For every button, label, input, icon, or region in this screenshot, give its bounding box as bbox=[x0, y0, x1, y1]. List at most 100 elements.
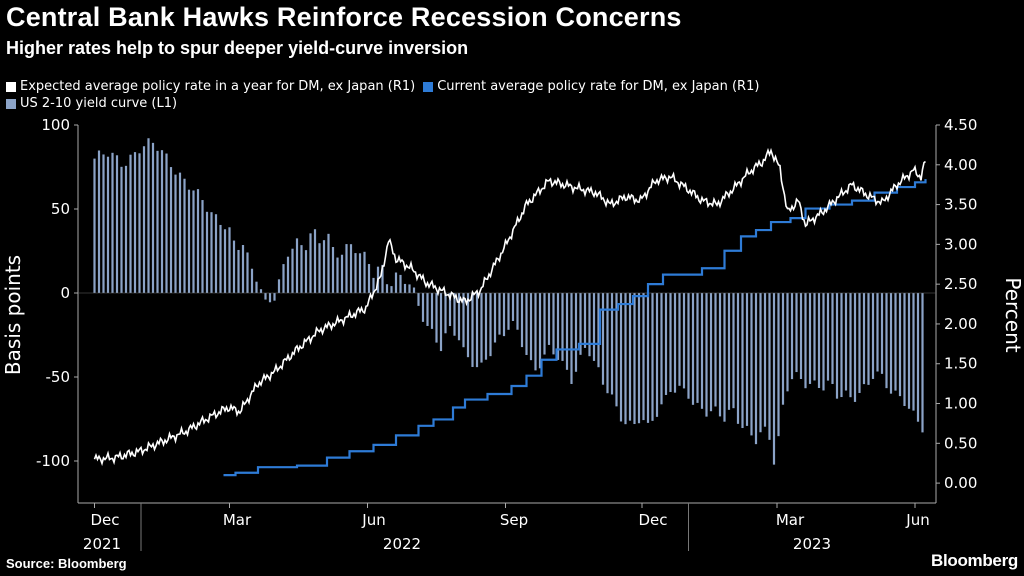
yield-curve-bar bbox=[889, 293, 893, 394]
legend-label-current: Current average policy rate for DM, ex J… bbox=[437, 79, 760, 94]
yield-curve-bar bbox=[903, 293, 906, 407]
yield-curve-bar bbox=[655, 293, 659, 417]
yield-curve-bar bbox=[673, 293, 677, 393]
yield-curve-bar bbox=[592, 293, 596, 361]
yield-curve-bar bbox=[520, 293, 524, 348]
yield-curve-bar bbox=[336, 257, 339, 293]
yield-curve-bar bbox=[862, 293, 866, 385]
yield-curve-bar bbox=[516, 293, 519, 330]
yield-curve-bar bbox=[772, 293, 776, 465]
yield-curve-bar bbox=[511, 293, 515, 321]
yield-curve-bar bbox=[835, 293, 839, 399]
yield-curve-bar bbox=[759, 293, 762, 433]
x-tick-label: Jun bbox=[905, 511, 929, 529]
source-note: Source: Bloomberg bbox=[6, 556, 127, 571]
right-tick-label: 3.50 bbox=[944, 196, 977, 214]
yield-curve-bar bbox=[133, 152, 137, 293]
yield-curve-bar bbox=[178, 172, 182, 293]
yield-curve-bar bbox=[304, 250, 308, 293]
left-tick-label: 100 bbox=[41, 116, 70, 134]
yield-curve-bar bbox=[264, 293, 267, 300]
yield-curve-bar bbox=[223, 229, 227, 293]
yield-curve-bar bbox=[547, 293, 551, 345]
yield-curve-bar bbox=[714, 293, 717, 407]
yield-curve-bar bbox=[151, 142, 155, 293]
right-tick-label: 2.50 bbox=[944, 275, 977, 293]
yield-curve-bar bbox=[286, 256, 290, 293]
yield-curve-bar bbox=[354, 253, 357, 293]
yield-curve-bar bbox=[601, 293, 605, 385]
yield-curve-bar bbox=[439, 293, 443, 352]
yield-curve-bar bbox=[840, 293, 843, 398]
x-year-label: 2023 bbox=[793, 535, 831, 553]
yield-curve-bar bbox=[912, 293, 915, 411]
yield-curve-bar bbox=[565, 293, 569, 370]
yield-curve-bar bbox=[142, 146, 146, 293]
yield-curve-bar bbox=[907, 293, 911, 409]
yield-curve-bar bbox=[430, 293, 434, 329]
current-rate-line bbox=[223, 179, 927, 477]
yield-curve-bar bbox=[790, 293, 794, 380]
yield-curve-bar bbox=[255, 281, 258, 293]
yield-curve-bar bbox=[457, 293, 461, 341]
yield-curve-bar bbox=[534, 293, 537, 371]
yield-curve-bar bbox=[174, 174, 177, 293]
yield-curve-bar bbox=[246, 252, 249, 293]
yield-curve-bar bbox=[637, 293, 641, 424]
yield-curve-bar bbox=[349, 244, 353, 293]
yield-curve-bar bbox=[268, 293, 272, 303]
yield-curve-bar bbox=[102, 154, 105, 293]
yield-curve-bar bbox=[183, 178, 186, 293]
yield-curve-bar bbox=[484, 293, 488, 360]
x-year-label: 2022 bbox=[383, 535, 421, 553]
yield-curve-bar bbox=[822, 293, 825, 391]
legend-label-yield-curve: US 2-10 yield curve (L1) bbox=[20, 96, 178, 111]
yield-curve-bar bbox=[723, 293, 726, 422]
yield-curve-bar bbox=[363, 251, 366, 293]
yield-curve-bar bbox=[831, 293, 834, 384]
yield-curve-bar bbox=[232, 240, 236, 293]
yield-curve-bar bbox=[412, 287, 416, 293]
yield-curve-bar bbox=[556, 293, 560, 360]
right-tick-label: 0.00 bbox=[944, 474, 977, 492]
x-tick-label: Dec bbox=[90, 511, 119, 529]
left-tick-label: 0 bbox=[60, 284, 70, 302]
yield-curve-bar bbox=[651, 293, 654, 421]
yield-curve-bar bbox=[525, 293, 528, 356]
yield-curve-bar bbox=[214, 214, 218, 293]
yield-curve-bar bbox=[691, 293, 695, 405]
yield-curve-bar bbox=[295, 238, 299, 293]
right-tick-label: 0.50 bbox=[944, 434, 977, 452]
legend: Expected average policy rate in a year f… bbox=[6, 78, 767, 112]
yield-curve-bar bbox=[750, 293, 753, 436]
yield-curve-bar bbox=[399, 274, 402, 293]
yield-curve-bar bbox=[367, 264, 371, 293]
yield-curve-bar bbox=[583, 293, 587, 348]
yield-curve-bar bbox=[718, 293, 722, 417]
left-axis-title: Basis points bbox=[1, 255, 25, 375]
yield-curve-bar bbox=[898, 293, 902, 397]
yield-curve-bar bbox=[390, 286, 393, 293]
yield-curve-bar bbox=[408, 284, 411, 293]
legend-swatch-expected bbox=[6, 81, 16, 92]
right-tick-label: 2.00 bbox=[944, 315, 977, 333]
yield-curve-bar bbox=[313, 229, 317, 293]
yield-curve-bar bbox=[664, 293, 668, 395]
legend-item-current-rate: Current average policy rate for DM, ex J… bbox=[423, 78, 759, 95]
yield-curve-bar bbox=[345, 244, 348, 293]
yield-curve-bar bbox=[709, 293, 713, 412]
yield-curve-bar bbox=[552, 293, 555, 355]
yield-curve-bar bbox=[507, 293, 510, 330]
legend-swatch-yield-curve bbox=[6, 98, 16, 109]
legend-label-expected: Expected average policy rate in a year f… bbox=[20, 79, 416, 94]
yield-curve-bar bbox=[444, 293, 447, 334]
yield-curve-bar bbox=[201, 200, 204, 293]
yield-curve-bar bbox=[462, 293, 465, 348]
yield-curve-bar bbox=[129, 154, 132, 293]
right-tick-label: 4.50 bbox=[944, 116, 977, 134]
left-tick-label: -50 bbox=[46, 368, 71, 386]
yield-curve-bar bbox=[331, 247, 335, 293]
yield-curve-bar bbox=[219, 224, 222, 293]
yield-curve-bar bbox=[381, 264, 384, 293]
